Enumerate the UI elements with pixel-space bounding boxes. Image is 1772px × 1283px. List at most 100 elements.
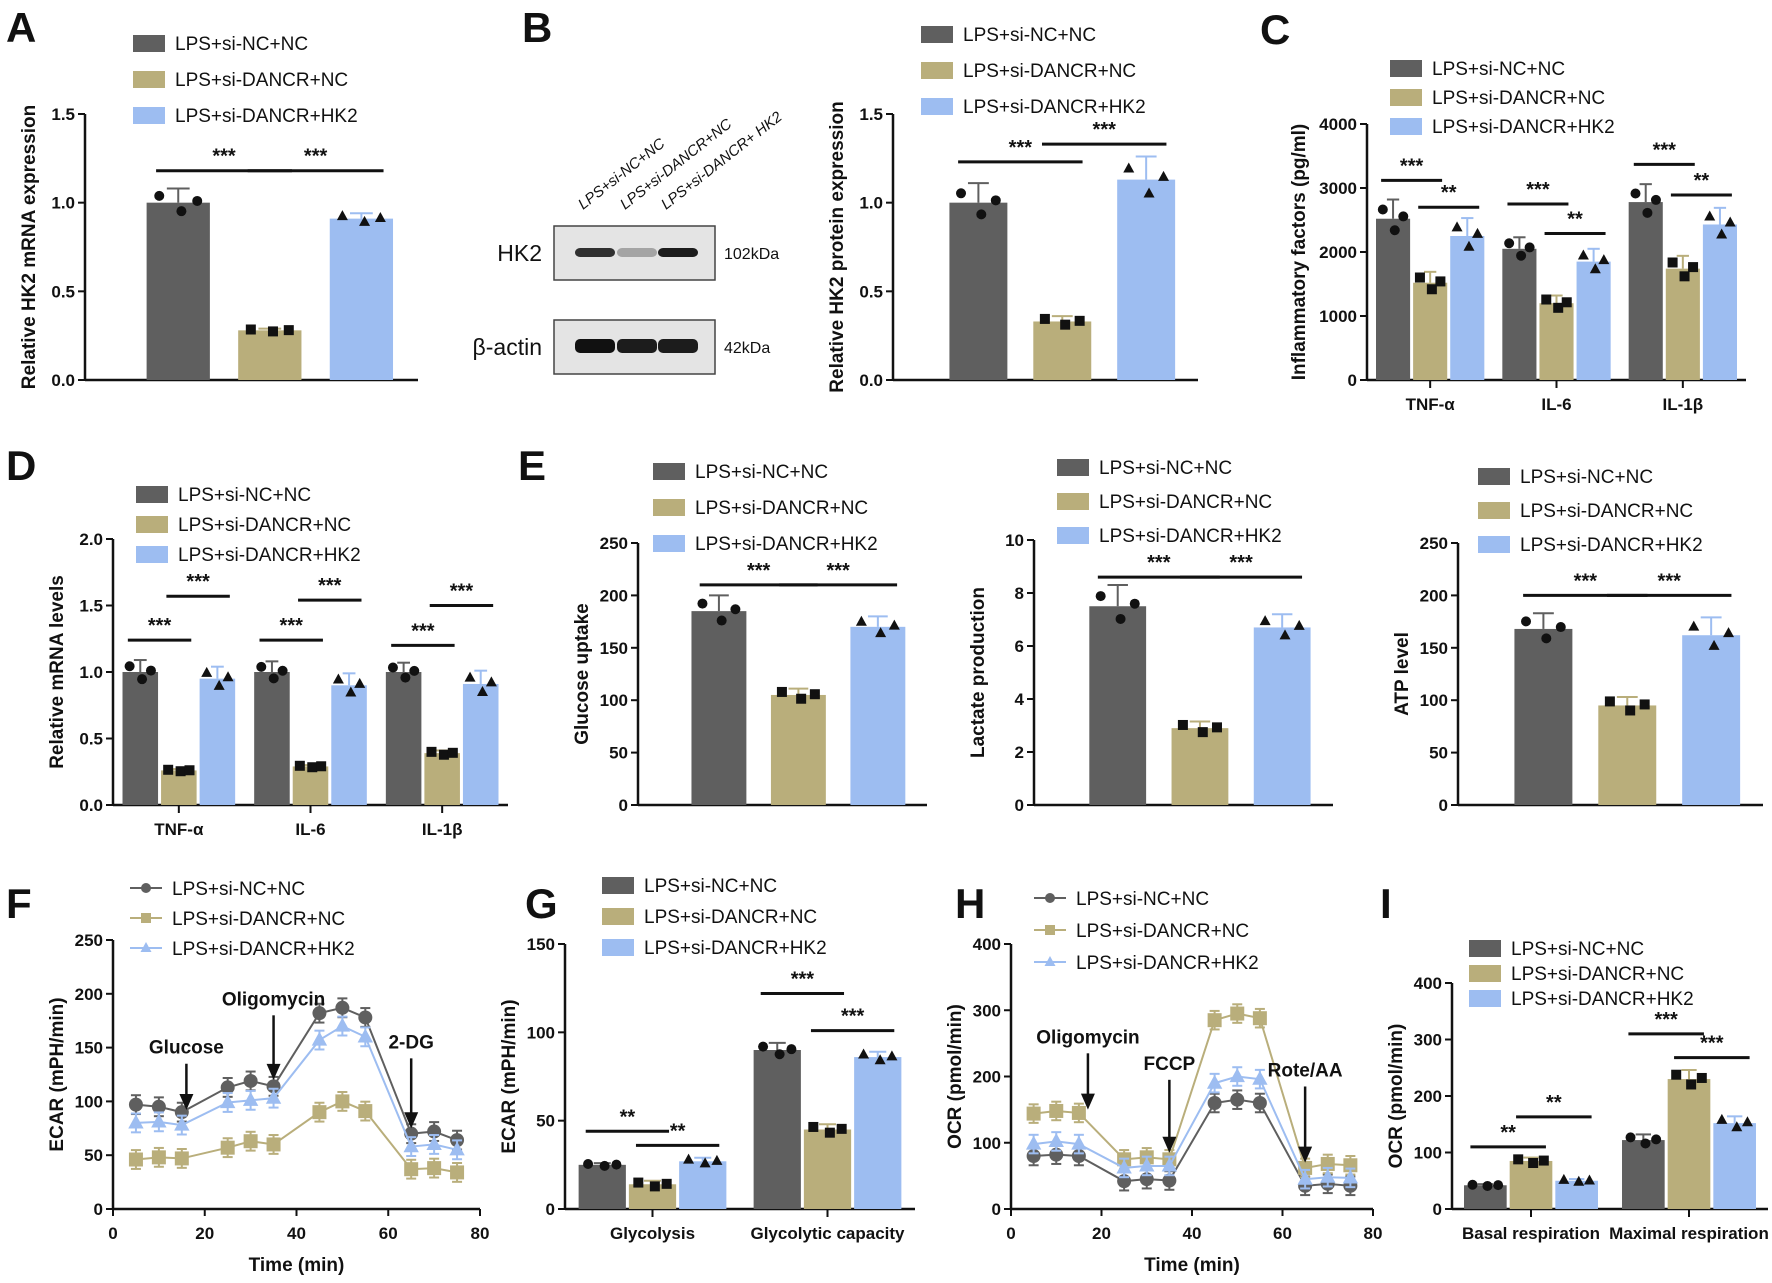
data-point — [836, 1123, 847, 1134]
data-point — [875, 627, 887, 638]
y-tick-label: 0 — [1348, 371, 1357, 390]
data-point — [1071, 1135, 1087, 1150]
data-point — [1259, 615, 1271, 626]
y-tick-label: 250 — [1420, 534, 1448, 553]
data-point — [1211, 722, 1222, 733]
data-point — [1671, 1069, 1682, 1080]
data-point — [265, 1089, 282, 1104]
data-point — [268, 673, 279, 684]
y-tick-label: 2.0 — [79, 530, 103, 549]
bar — [1514, 628, 1573, 805]
bar — [1539, 303, 1574, 380]
data-point — [888, 619, 900, 630]
data-point — [1071, 1105, 1086, 1120]
significance-label: *** — [841, 1006, 865, 1028]
data-point — [1625, 1132, 1636, 1143]
y-axis-label: Relative HK2 protein expression — [827, 101, 848, 392]
data-point — [242, 1091, 259, 1106]
y-tick-label: 150 — [600, 639, 628, 658]
data-point — [1162, 1173, 1177, 1188]
data-point — [1451, 221, 1463, 232]
data-point — [1048, 1133, 1064, 1148]
data-point — [1377, 204, 1388, 215]
legend: LPS+si-NC+NC LPS+si-DANCR+NC LPS+si-DANCR+… — [602, 876, 827, 959]
data-point — [1686, 1079, 1697, 1090]
bar — [238, 330, 302, 380]
data-point — [633, 1177, 644, 1188]
data-point — [358, 1104, 373, 1119]
data-point — [1716, 1113, 1728, 1124]
data-point — [1604, 696, 1615, 707]
y-tick-label: 0.0 — [79, 796, 103, 815]
legend-label: LPS+si-NC+NC — [1076, 889, 1209, 910]
legend: LPS+si-NC+NC LPS+si-DANCR+NC LPS+si-DANCR+… — [1057, 458, 1282, 547]
y-tick-label: 2000 — [1319, 243, 1357, 262]
legend: LPS+si-NC+NC LPS+si-DANCR+NC LPS+si-DANCR+… — [1469, 939, 1694, 1010]
bar — [1702, 224, 1737, 380]
panel-a: 0.0 0.5 1.0 1.5 Relative HK2 mRNA expression… — [6, 4, 418, 390]
data-point — [1143, 187, 1155, 198]
legend-label: LPS+si-NC+NC — [1432, 59, 1565, 80]
significance-label: *** — [1009, 137, 1033, 159]
data-point — [266, 1137, 281, 1152]
bar — [199, 678, 236, 805]
legend-label: LPS+si-DANCR+HK2 — [1520, 535, 1703, 556]
y-tick-label: 200 — [973, 1068, 1001, 1087]
y-tick-label: 1.0 — [79, 663, 103, 682]
data-point — [1320, 1168, 1336, 1183]
legend: LPS+si-NC+NC LPS+si-DANCR+NC LPS+si-DANCR+… — [130, 879, 355, 960]
data-point — [1521, 616, 1532, 627]
annotation-arrow: 2-DG — [388, 1032, 434, 1129]
y-tick-label: 0.5 — [51, 282, 75, 301]
data-point — [886, 1050, 898, 1061]
bar — [949, 202, 1008, 380]
data-point — [1513, 1154, 1524, 1165]
data-point — [219, 1094, 236, 1109]
data-point — [1297, 1170, 1313, 1185]
data-point — [1724, 216, 1736, 227]
legend-swatch — [1469, 990, 1501, 1007]
legend-item: LPS+si-DANCR+HK2 — [921, 97, 1146, 118]
data-point — [776, 686, 787, 697]
bar — [1376, 218, 1411, 380]
bar — [1622, 1140, 1665, 1209]
data-point — [184, 765, 195, 776]
data-point — [583, 1158, 594, 1169]
significance-label: *** — [280, 615, 304, 637]
bar — [385, 672, 422, 805]
x-tick-label: IL-6 — [295, 820, 325, 839]
data-point — [404, 1162, 419, 1177]
data-point — [1342, 1169, 1359, 1184]
bar — [1413, 282, 1448, 380]
blot-band — [617, 339, 657, 353]
y-tick-label: 200 — [600, 586, 628, 605]
bar — [1667, 1079, 1711, 1209]
bar — [691, 611, 747, 805]
significance-label: *** — [318, 575, 342, 597]
data-point — [163, 764, 174, 775]
data-point — [137, 674, 148, 685]
legend-label: LPS+si-DANCR+NC — [1511, 964, 1684, 985]
legend-item: LPS+si-DANCR+HK2 — [1469, 989, 1694, 1010]
data-point — [220, 1080, 235, 1095]
legend-label: LPS+si-NC+NC — [644, 876, 777, 897]
arrow-head-icon — [404, 1112, 419, 1129]
data-point — [335, 1094, 350, 1109]
bar — [1509, 1160, 1553, 1209]
legend-item: LPS+si-NC+NC — [1390, 59, 1565, 80]
legend-item: LPS+si-DANCR+NC — [136, 515, 351, 536]
data-point — [176, 206, 187, 217]
data-point — [154, 190, 165, 201]
x-tick-label: 0 — [1006, 1224, 1015, 1243]
significance-label: *** — [1700, 1033, 1724, 1055]
legend-swatch — [921, 98, 953, 115]
y-tick-label: 100 — [75, 1092, 103, 1111]
data-point — [1026, 1106, 1041, 1121]
panel-e1: 0 50 100 150 200 250 Glucose uptake *** *** LPS+s… — [518, 442, 927, 815]
data-point — [1679, 271, 1690, 282]
significance-label: ** — [1694, 170, 1710, 192]
y-axis-label: Lactate production — [968, 587, 989, 758]
data-point — [858, 1048, 870, 1059]
data-point — [1696, 1072, 1707, 1083]
legend-item: LPS+si-DANCR+HK2 — [602, 938, 827, 959]
